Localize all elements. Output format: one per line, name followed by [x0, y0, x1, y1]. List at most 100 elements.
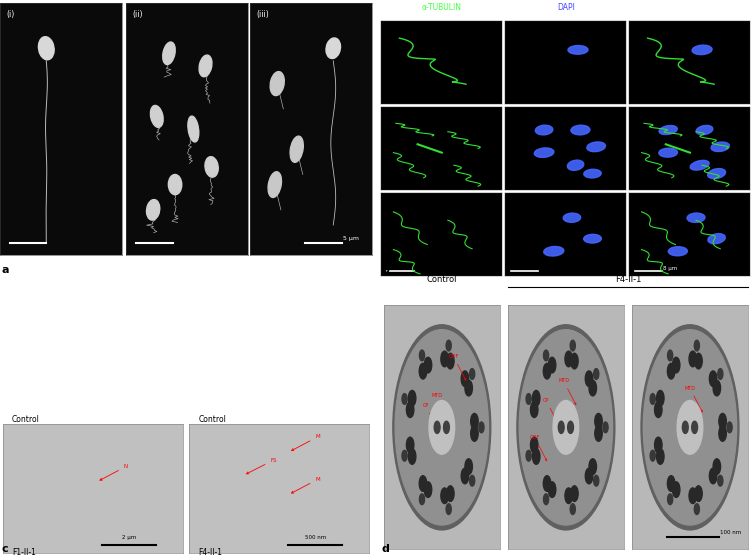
Text: Control: Control	[198, 415, 226, 424]
Circle shape	[719, 413, 726, 429]
Circle shape	[447, 486, 454, 501]
Circle shape	[570, 504, 575, 514]
Circle shape	[520, 330, 613, 525]
Text: MTD: MTD	[684, 386, 702, 412]
Circle shape	[668, 494, 673, 504]
Text: FS: FS	[247, 458, 277, 474]
Circle shape	[424, 482, 432, 497]
Circle shape	[656, 390, 664, 406]
Ellipse shape	[708, 169, 726, 179]
Circle shape	[565, 488, 572, 503]
Circle shape	[406, 402, 414, 417]
Circle shape	[393, 325, 491, 530]
Ellipse shape	[168, 174, 182, 195]
Text: F4-II-1: F4-II-1	[198, 548, 222, 555]
Ellipse shape	[534, 148, 554, 158]
Circle shape	[585, 468, 593, 484]
Title: F4-II-1: F4-II-1	[298, 0, 325, 2]
Circle shape	[465, 459, 472, 475]
Circle shape	[692, 421, 698, 433]
Circle shape	[402, 450, 407, 461]
Ellipse shape	[690, 160, 709, 170]
Ellipse shape	[659, 125, 678, 134]
Ellipse shape	[587, 142, 605, 152]
Circle shape	[727, 422, 732, 433]
Circle shape	[689, 488, 696, 503]
Circle shape	[402, 393, 407, 405]
Circle shape	[406, 437, 414, 453]
Circle shape	[689, 351, 696, 367]
Ellipse shape	[696, 125, 713, 135]
Circle shape	[717, 369, 723, 380]
Circle shape	[603, 422, 608, 433]
Circle shape	[420, 350, 425, 361]
Circle shape	[650, 450, 655, 461]
Circle shape	[571, 486, 578, 501]
Circle shape	[471, 426, 478, 441]
Ellipse shape	[669, 247, 687, 256]
Text: ODF: ODF	[448, 354, 465, 380]
Circle shape	[544, 494, 549, 504]
Ellipse shape	[687, 213, 705, 223]
Text: 2 μm: 2 μm	[122, 535, 136, 540]
Circle shape	[570, 340, 575, 351]
Text: d: d	[381, 544, 389, 554]
Ellipse shape	[659, 148, 678, 157]
Circle shape	[544, 350, 549, 361]
Text: CP: CP	[423, 403, 438, 429]
Circle shape	[532, 390, 540, 406]
Circle shape	[543, 364, 550, 379]
Circle shape	[424, 357, 432, 373]
Text: MTD: MTD	[432, 393, 450, 420]
Circle shape	[465, 380, 472, 396]
Ellipse shape	[38, 37, 54, 60]
Circle shape	[593, 369, 599, 380]
Circle shape	[709, 468, 717, 484]
Text: DAPI: DAPI	[557, 3, 575, 12]
Text: 100 nm: 100 nm	[720, 530, 741, 535]
Circle shape	[667, 476, 675, 491]
Text: (i): (i)	[6, 11, 14, 19]
Circle shape	[589, 380, 596, 396]
Circle shape	[694, 504, 699, 514]
Circle shape	[713, 459, 720, 475]
Circle shape	[568, 421, 574, 433]
Circle shape	[589, 459, 596, 475]
Text: a: a	[2, 265, 9, 275]
Circle shape	[677, 401, 703, 454]
Ellipse shape	[568, 46, 588, 54]
Circle shape	[654, 402, 662, 417]
Circle shape	[408, 390, 416, 406]
Text: Control: Control	[426, 275, 457, 284]
Circle shape	[396, 330, 489, 525]
Text: Control: Control	[12, 415, 40, 424]
Ellipse shape	[708, 234, 726, 244]
Ellipse shape	[205, 157, 218, 177]
Text: F1-II-1: F1-II-1	[12, 548, 36, 555]
Circle shape	[543, 476, 550, 491]
Text: Merge: Merge	[678, 3, 702, 12]
Title: Control: Control	[46, 0, 76, 2]
Circle shape	[441, 488, 448, 503]
Circle shape	[446, 340, 451, 351]
Circle shape	[461, 468, 468, 484]
Circle shape	[558, 421, 564, 433]
Circle shape	[595, 413, 602, 429]
Circle shape	[479, 422, 484, 433]
Circle shape	[668, 350, 673, 361]
Text: b: b	[381, 265, 389, 275]
Text: (ii): (ii)	[132, 11, 143, 19]
Text: ODF: ODF	[529, 435, 547, 461]
Ellipse shape	[326, 38, 341, 58]
Circle shape	[526, 450, 531, 461]
Text: F4-II-1: F4-II-1	[614, 275, 641, 284]
Circle shape	[571, 354, 578, 369]
Ellipse shape	[199, 55, 212, 77]
Ellipse shape	[711, 142, 729, 152]
Circle shape	[585, 371, 593, 386]
Circle shape	[695, 354, 702, 369]
Text: α-TUBULIN: α-TUBULIN	[422, 3, 462, 12]
Circle shape	[654, 437, 662, 453]
Circle shape	[419, 364, 426, 379]
Ellipse shape	[563, 213, 581, 223]
